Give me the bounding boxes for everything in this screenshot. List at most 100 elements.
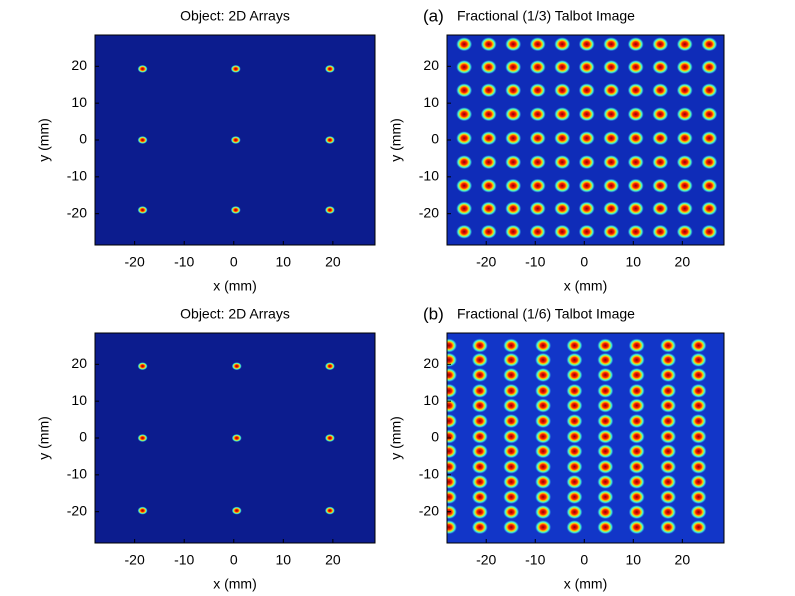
spot (627, 224, 644, 239)
x-tick-label: -20 (125, 552, 145, 568)
spot (456, 107, 473, 122)
spot (456, 224, 473, 239)
spot (471, 352, 488, 367)
y-tick-label: -20 (419, 204, 439, 220)
spot (597, 505, 614, 520)
spot (554, 224, 571, 239)
spot (529, 224, 546, 239)
spot (535, 520, 552, 535)
panel-label: (a) (423, 6, 444, 25)
spot (456, 60, 473, 75)
x-tick-label: 20 (325, 254, 341, 270)
spot (597, 368, 614, 382)
spot (566, 474, 583, 489)
x-tick-label: 0 (230, 552, 238, 568)
spot (597, 398, 614, 413)
spot (627, 178, 644, 193)
x-tick-label: -10 (525, 552, 545, 568)
spot (480, 60, 497, 75)
x-tick-label: 0 (580, 254, 588, 270)
spot (690, 459, 707, 474)
spot (652, 178, 669, 193)
spot (535, 429, 552, 444)
y-tick-label: 20 (71, 57, 87, 73)
x-axis-label: x (mm) (213, 576, 257, 592)
spots (447, 338, 707, 535)
spot (529, 37, 546, 52)
spot (554, 178, 571, 193)
spot (660, 368, 677, 382)
spot (535, 474, 552, 489)
spot (324, 434, 335, 442)
spot (660, 352, 677, 367)
spot (701, 37, 718, 52)
spot (480, 224, 497, 239)
spot (471, 520, 488, 535)
spot (505, 224, 522, 239)
spot (535, 352, 552, 367)
spot (447, 520, 457, 535)
spot (447, 489, 457, 504)
spot (535, 398, 552, 413)
spot (603, 131, 620, 146)
spot (566, 368, 583, 382)
y-tick-label: -10 (67, 466, 87, 482)
spot (676, 178, 693, 193)
y-tick-label: -10 (419, 466, 439, 482)
spot (231, 506, 242, 515)
spot (324, 206, 335, 214)
spot (652, 37, 669, 52)
y-tick-label: 10 (71, 94, 87, 110)
spot (652, 224, 669, 239)
spots (456, 37, 718, 239)
spot (535, 338, 552, 353)
spot (456, 83, 473, 98)
spots (137, 64, 335, 214)
spot (660, 383, 677, 398)
spot (447, 338, 457, 353)
x-tick-label: 20 (675, 552, 691, 568)
spot (597, 429, 614, 444)
spot (578, 60, 595, 75)
spot (137, 136, 148, 144)
spot (230, 206, 241, 214)
spot (597, 338, 614, 353)
spot (566, 352, 583, 367)
spot (535, 489, 552, 504)
spot (447, 429, 457, 444)
spot (503, 520, 520, 535)
spot (324, 136, 335, 144)
spot (597, 520, 614, 535)
spot (597, 489, 614, 504)
spot (535, 505, 552, 520)
spot (627, 83, 644, 98)
x-axis-label: x (mm) (564, 576, 608, 592)
spot (505, 60, 522, 75)
spot (603, 60, 620, 75)
spot (701, 107, 718, 122)
spot (627, 155, 644, 170)
spot (597, 383, 614, 398)
spot (690, 474, 707, 489)
spot (471, 368, 488, 382)
spot (447, 383, 457, 398)
x-tick-label: -20 (476, 552, 496, 568)
spot (231, 362, 242, 371)
y-tick-label: 0 (79, 131, 87, 147)
spot (447, 444, 457, 459)
spot (627, 60, 644, 75)
spot (660, 338, 677, 353)
spot (578, 178, 595, 193)
spot (137, 362, 148, 371)
spot (660, 414, 677, 429)
spot (701, 201, 718, 216)
spot (505, 155, 522, 170)
spot (456, 178, 473, 193)
spot (137, 506, 148, 515)
spot (231, 434, 242, 442)
spot (535, 444, 552, 459)
spot (603, 201, 620, 216)
chart-title: Object: 2D Arrays (180, 306, 290, 322)
x-tick-label: 0 (580, 552, 588, 568)
